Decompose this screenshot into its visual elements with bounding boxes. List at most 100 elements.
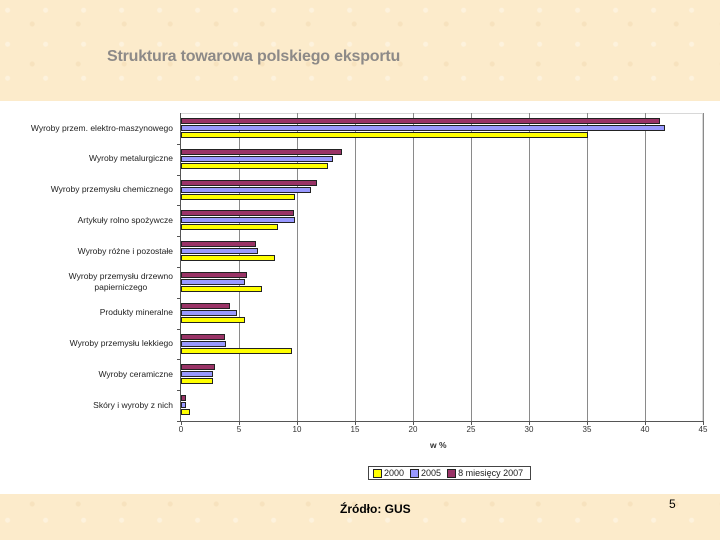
y-tick	[177, 236, 181, 237]
gridline	[529, 113, 530, 421]
gridline	[645, 113, 646, 421]
y-tick	[177, 298, 181, 299]
bar-2005	[181, 187, 311, 193]
x-tick	[645, 421, 646, 425]
bar-8-miesięcy-2007	[181, 180, 317, 186]
legend-item-2000: 2000	[373, 468, 404, 478]
category-label-line: Wyroby ceramiczne	[98, 369, 173, 379]
category-label: Wyroby ceramiczne	[98, 369, 173, 380]
category-label-line: Wyroby przemysłu chemicznego	[50, 184, 173, 194]
bar-8-miesięcy-2007	[181, 210, 294, 216]
bar-8-miesięcy-2007	[181, 303, 230, 309]
legend-item-2007: 8 miesięcy 2007	[447, 468, 523, 478]
x-tick-label: 30	[524, 425, 534, 434]
category-label: Skóry i wyroby z nich	[93, 400, 173, 411]
bar-8-miesięcy-2007	[181, 395, 186, 401]
legend-swatch-maroon	[447, 468, 457, 478]
category-label: Produkty mineralne	[100, 307, 173, 318]
x-tick-label: 20	[408, 425, 418, 434]
bar-2005	[181, 341, 226, 347]
y-tick	[177, 267, 181, 268]
x-axis-title: w %	[430, 440, 447, 450]
category-label: Wyroby metalurgiczne	[89, 153, 173, 164]
y-tick	[177, 390, 181, 391]
x-tick	[471, 421, 472, 425]
category-label: Wyroby przemysłu lekkiego	[70, 338, 173, 349]
chart-panel	[0, 101, 720, 494]
gridline	[239, 113, 240, 421]
slide-title: Struktura towarowa polskiego eksportu	[107, 48, 401, 65]
bar-2005	[181, 371, 213, 377]
bar-2000	[181, 286, 262, 292]
x-tick	[703, 421, 704, 425]
x-tick-label: 5	[236, 425, 242, 434]
bar-2005	[181, 156, 333, 162]
category-label: Wyroby przemysłu chemicznego	[51, 184, 173, 195]
legend-swatch-yellow	[373, 468, 382, 478]
bar-2005	[181, 125, 665, 131]
bar-2005	[181, 310, 237, 316]
category-label-line: Wyroby przem. elektro-maszynowego	[30, 123, 173, 133]
legend-label: 2000	[384, 468, 405, 478]
x-axis	[180, 421, 704, 422]
x-tick	[355, 421, 356, 425]
x-tick-label: 0	[178, 425, 184, 434]
category-label-line: Skóry i wyroby z nich	[93, 400, 173, 410]
x-tick-label: 15	[350, 425, 360, 434]
bar-8-miesięcy-2007	[181, 272, 247, 278]
x-tick-label: 10	[292, 425, 302, 434]
gridline	[355, 113, 356, 421]
y-tick	[177, 205, 181, 206]
bar-8-miesięcy-2007	[181, 149, 342, 155]
y-tick	[177, 329, 181, 330]
x-tick	[529, 421, 530, 425]
gridline	[587, 113, 588, 421]
bar-2000	[181, 255, 275, 261]
x-tick	[239, 421, 240, 425]
legend: 2000 2005 8 miesięcy 2007	[368, 466, 532, 480]
legend-label: 8 miesięcy 2007	[458, 468, 524, 478]
gridline	[413, 113, 414, 421]
y-tick	[177, 175, 181, 176]
bar-2000	[181, 378, 213, 384]
x-tick	[181, 421, 182, 425]
bar-8-miesięcy-2007	[181, 241, 256, 247]
x-tick-label: 35	[582, 425, 592, 434]
y-tick	[177, 421, 181, 422]
gridline	[297, 113, 298, 421]
bar-2000	[181, 409, 190, 415]
bar-2005	[181, 248, 258, 254]
y-tick	[177, 359, 181, 360]
bar-2000	[181, 163, 328, 169]
category-label: Wyroby różne i pozostałe	[78, 246, 173, 257]
category-label: Artykuły rolno spożywcze	[78, 215, 173, 226]
category-label: Wyroby przemysłu drzewno papierniczego	[69, 271, 173, 293]
gridline	[703, 113, 704, 421]
source-note: Źródło: GUS	[340, 502, 411, 516]
bar-2000	[181, 224, 278, 230]
bar-2000	[181, 132, 588, 138]
category-label-line: Wyroby przemysłu lekkiego	[69, 338, 173, 348]
x-tick-label: 40	[640, 425, 650, 434]
bar-8-miesięcy-2007	[181, 334, 225, 340]
bar-2005	[181, 217, 295, 223]
category-label-line: Wyroby metalurgiczne	[88, 153, 173, 163]
legend-item-2005: 2005	[410, 468, 441, 478]
bar-2000	[181, 317, 245, 323]
category-label-line: Wyroby różne i pozostałe	[77, 246, 173, 256]
legend-label: 2005	[421, 468, 442, 478]
gridline	[471, 113, 472, 421]
plot-area	[181, 113, 703, 421]
bar-2005	[181, 279, 245, 285]
category-label-line: Wyroby przemysłu drzewno	[68, 271, 173, 281]
bar-2000	[181, 348, 292, 354]
bar-2000	[181, 194, 295, 200]
legend-swatch-blue	[410, 468, 420, 478]
x-tick	[587, 421, 588, 425]
x-tick	[297, 421, 298, 425]
category-label-line: papierniczego	[94, 282, 148, 292]
x-tick-label: 25	[466, 425, 476, 434]
x-tick	[413, 421, 414, 425]
y-tick	[177, 144, 181, 145]
category-label: Wyroby przem. elektro-maszynowego	[31, 123, 173, 134]
